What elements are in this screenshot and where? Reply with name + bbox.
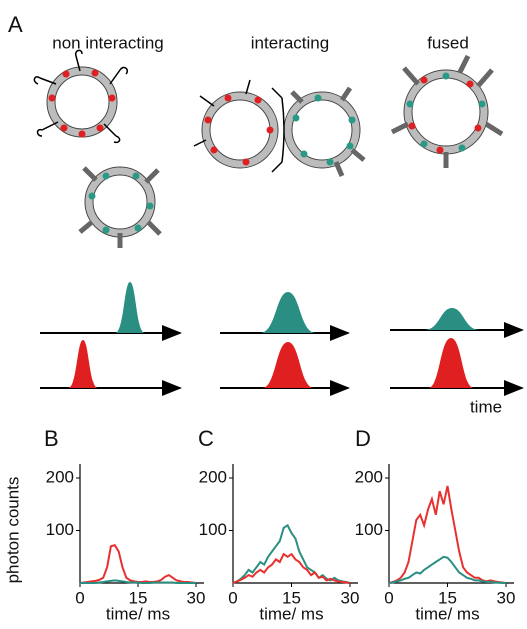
panel-title: non interacting: [52, 33, 164, 52]
x-tick-label: 0: [75, 588, 84, 607]
x-axis-label: time/ ms: [259, 604, 323, 623]
data-line: [80, 579, 196, 584]
panel-label: B: [44, 426, 59, 451]
data-line: [232, 552, 351, 584]
x-axis-label: time/ ms: [415, 604, 479, 623]
pulses: time: [40, 282, 524, 416]
x-tick-label: 30: [187, 588, 206, 607]
x-axis-label: time/ ms: [106, 604, 170, 623]
data-line: [388, 555, 506, 584]
y-axis-label: photon counts: [3, 477, 22, 584]
y-tick-label: 100: [355, 520, 383, 539]
panel-label: D: [355, 426, 371, 451]
x-tick-label: 30: [497, 588, 516, 607]
y-tick-label: 200: [199, 467, 227, 486]
x-tick-label: 15: [129, 588, 148, 607]
x-tick-label: 0: [228, 588, 237, 607]
panel-label: C: [198, 426, 214, 451]
panel-title: fused: [427, 33, 469, 52]
panel-label: A: [8, 12, 23, 37]
axis-label: time: [470, 397, 502, 416]
y-tick-label: 100: [199, 520, 227, 539]
data-line: [232, 523, 351, 584]
vesicles: [33, 49, 504, 248]
x-tick-label: 15: [438, 588, 457, 607]
y-tick-label: 200: [46, 467, 74, 486]
x-tick-label: 0: [384, 588, 393, 607]
panel-title: interacting: [251, 33, 329, 52]
x-tick-label: 15: [282, 588, 301, 607]
y-tick-label: 100: [46, 520, 74, 539]
data-line: [388, 485, 507, 584]
data-line: [79, 544, 197, 584]
x-tick-label: 30: [341, 588, 360, 607]
y-tick-label: 200: [355, 467, 383, 486]
